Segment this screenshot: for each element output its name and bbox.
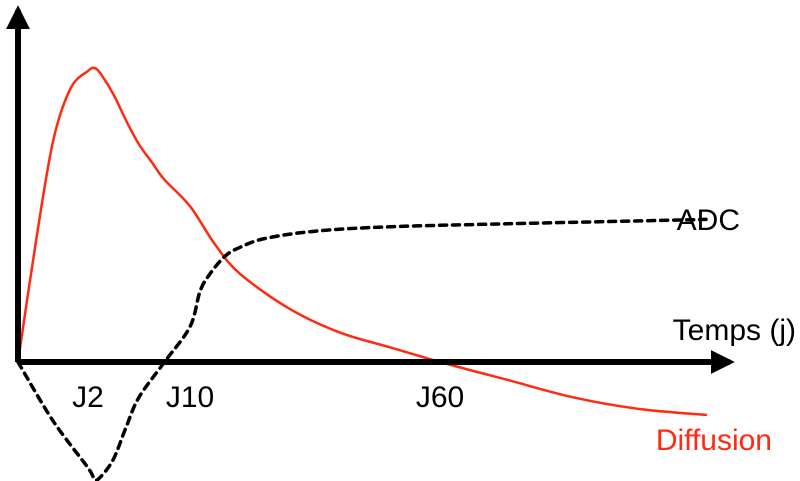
series-layer xyxy=(16,66,708,481)
tick-label-j10: J10 xyxy=(166,381,214,414)
series-label-diffusion: Diffusion xyxy=(656,424,772,457)
x-axis-title: Temps (j) xyxy=(673,314,796,347)
series-line-diffusion xyxy=(16,66,708,417)
tick-label-j2: J2 xyxy=(72,381,104,414)
series-label-adc: ADC xyxy=(677,204,740,237)
tick-label-j60: J60 xyxy=(416,381,464,414)
tick-labels: J2 J10 J60 xyxy=(72,381,464,414)
series-line-adc xyxy=(16,217,708,481)
